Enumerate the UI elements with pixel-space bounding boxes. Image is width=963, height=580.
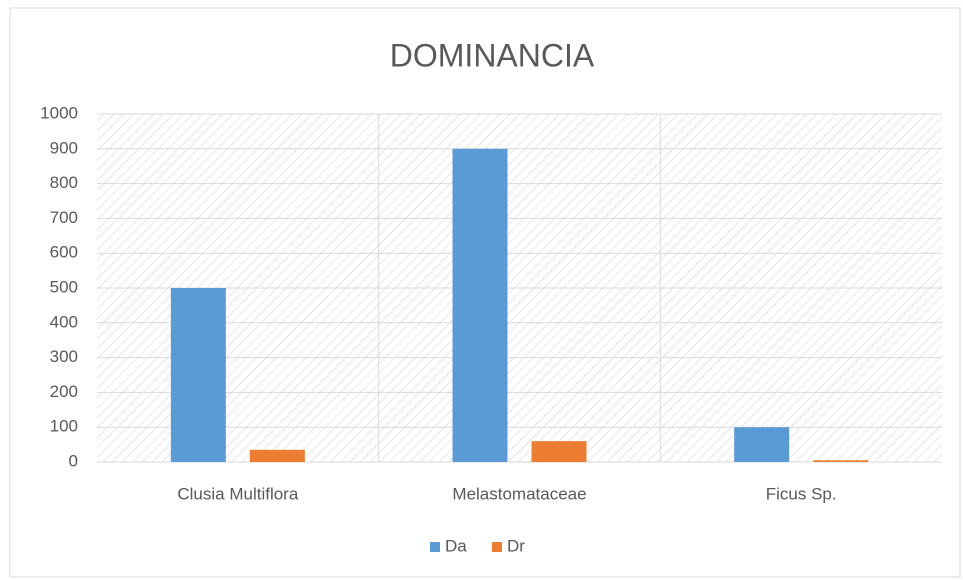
y-tick-label: 100 <box>50 417 78 436</box>
chart-title: DOMINANCIA <box>390 37 595 73</box>
bar <box>734 427 790 462</box>
y-tick-label: 700 <box>50 208 78 227</box>
bar <box>170 288 226 462</box>
y-tick-label: 200 <box>50 382 78 401</box>
bar <box>249 449 305 462</box>
x-tick-label: Clusia Multiflora <box>177 484 298 503</box>
bar <box>813 460 869 462</box>
legend-swatch <box>492 542 502 552</box>
x-tick-label: Ficus Sp. <box>766 484 837 503</box>
x-tick-label: Melastomataceae <box>452 484 586 503</box>
y-tick-label: 900 <box>50 138 78 157</box>
y-tick-label: 300 <box>50 347 78 366</box>
y-tick-label: 800 <box>50 173 78 192</box>
y-tick-label: 500 <box>50 277 78 296</box>
legend-swatch <box>430 542 440 552</box>
legend-label: Dr <box>507 536 525 555</box>
y-tick-label: 400 <box>50 312 78 331</box>
y-tick-label: 600 <box>50 243 78 262</box>
legend-label: Da <box>445 536 467 555</box>
y-tick-label: 0 <box>69 451 78 470</box>
bar <box>531 441 587 462</box>
y-tick-label: 1000 <box>40 103 78 122</box>
bar <box>452 148 508 463</box>
